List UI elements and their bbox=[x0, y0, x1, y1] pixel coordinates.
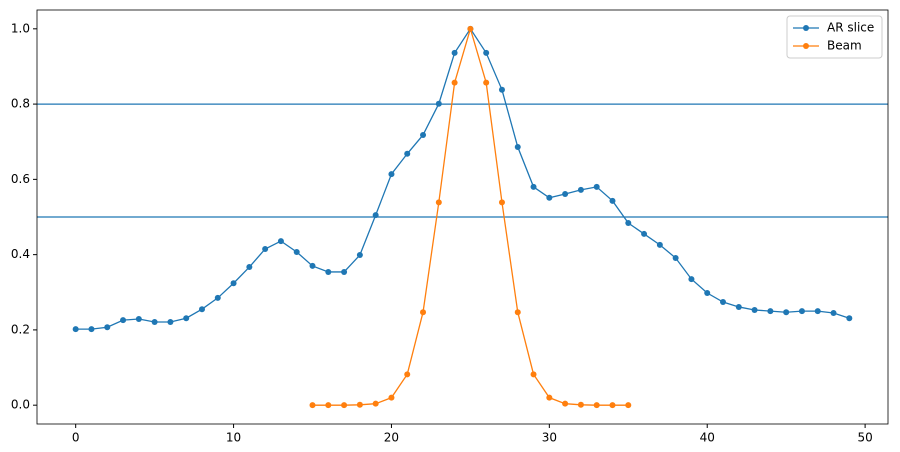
point bbox=[262, 245, 269, 252]
point bbox=[609, 197, 616, 204]
point bbox=[656, 241, 663, 248]
point bbox=[530, 183, 537, 190]
point bbox=[325, 268, 332, 275]
point bbox=[404, 150, 411, 157]
point bbox=[341, 402, 348, 409]
legend-marker bbox=[803, 43, 809, 49]
point bbox=[356, 252, 363, 259]
point bbox=[704, 290, 711, 297]
point bbox=[451, 49, 458, 56]
y-tick-label: 1.0 bbox=[11, 21, 30, 35]
point bbox=[451, 79, 458, 86]
point bbox=[672, 255, 679, 262]
point bbox=[420, 309, 427, 316]
point bbox=[120, 317, 127, 324]
point bbox=[593, 183, 600, 190]
point bbox=[277, 238, 284, 245]
point bbox=[814, 308, 821, 315]
point bbox=[688, 276, 695, 283]
point bbox=[498, 86, 505, 93]
point bbox=[530, 371, 537, 378]
point bbox=[577, 401, 584, 408]
point bbox=[356, 401, 363, 408]
point bbox=[183, 315, 190, 322]
point bbox=[198, 306, 205, 313]
x-tick-label: 10 bbox=[226, 431, 241, 445]
point bbox=[562, 191, 569, 198]
legend-box bbox=[786, 15, 883, 59]
x-tick-label: 0 bbox=[72, 431, 80, 445]
point bbox=[72, 326, 79, 333]
x-tick-label: 30 bbox=[542, 431, 557, 445]
point bbox=[767, 308, 774, 315]
point bbox=[435, 100, 442, 107]
legend-label: AR slice bbox=[827, 21, 874, 35]
point bbox=[735, 303, 742, 310]
line bbox=[75, 27, 850, 330]
point bbox=[498, 199, 505, 206]
point bbox=[388, 171, 395, 178]
point bbox=[246, 264, 253, 271]
legend-label: Beam bbox=[827, 39, 862, 53]
point bbox=[751, 306, 758, 313]
x-tick-label: 40 bbox=[700, 431, 715, 445]
point bbox=[830, 309, 837, 316]
point bbox=[135, 315, 142, 322]
point bbox=[514, 309, 521, 316]
point bbox=[309, 402, 316, 409]
point bbox=[609, 402, 616, 409]
y-tick-label: 0.0 bbox=[11, 398, 30, 412]
point bbox=[104, 324, 111, 331]
point bbox=[483, 49, 490, 56]
point bbox=[293, 249, 300, 256]
point bbox=[846, 315, 853, 322]
point bbox=[641, 230, 648, 237]
point bbox=[404, 371, 411, 378]
point bbox=[514, 143, 521, 150]
point bbox=[372, 212, 379, 219]
point bbox=[214, 294, 221, 301]
plot-frame bbox=[36, 9, 889, 425]
point bbox=[151, 319, 158, 326]
point bbox=[230, 280, 237, 287]
point bbox=[798, 308, 805, 315]
point bbox=[483, 79, 490, 86]
point bbox=[593, 402, 600, 409]
point bbox=[341, 268, 348, 275]
point bbox=[625, 220, 632, 227]
legend-marker bbox=[803, 25, 809, 31]
point bbox=[546, 394, 553, 401]
point bbox=[372, 400, 379, 407]
point bbox=[88, 326, 95, 333]
point bbox=[625, 402, 632, 409]
point bbox=[388, 394, 395, 401]
point bbox=[562, 400, 569, 407]
point bbox=[783, 309, 790, 316]
point bbox=[325, 402, 332, 409]
point bbox=[467, 25, 474, 32]
point bbox=[546, 194, 553, 201]
point bbox=[435, 199, 442, 206]
y-tick-label: 0.2 bbox=[11, 322, 30, 336]
y-tick-label: 0.4 bbox=[11, 247, 30, 261]
point bbox=[167, 319, 174, 326]
point bbox=[577, 186, 584, 193]
point bbox=[720, 299, 727, 306]
y-tick-label: 0.6 bbox=[11, 172, 30, 186]
x-tick-label: 20 bbox=[384, 431, 399, 445]
point bbox=[309, 262, 316, 269]
y-tick-label: 0.8 bbox=[11, 97, 30, 111]
x-tick-label: 50 bbox=[857, 431, 872, 445]
point bbox=[420, 131, 427, 138]
